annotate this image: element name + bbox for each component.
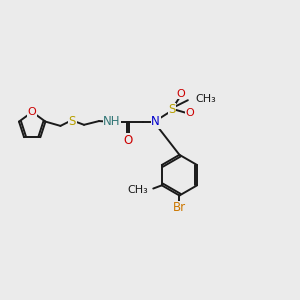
Text: O: O <box>28 107 37 117</box>
Text: CH₃: CH₃ <box>195 94 216 103</box>
Text: S: S <box>168 103 176 116</box>
Text: O: O <box>186 108 194 118</box>
Text: N: N <box>152 115 160 128</box>
Text: Br: Br <box>173 201 186 214</box>
Text: CH₃: CH₃ <box>127 184 148 195</box>
Text: NH: NH <box>103 115 121 128</box>
Text: S: S <box>68 115 76 128</box>
Text: O: O <box>176 89 185 99</box>
Text: O: O <box>123 134 133 147</box>
